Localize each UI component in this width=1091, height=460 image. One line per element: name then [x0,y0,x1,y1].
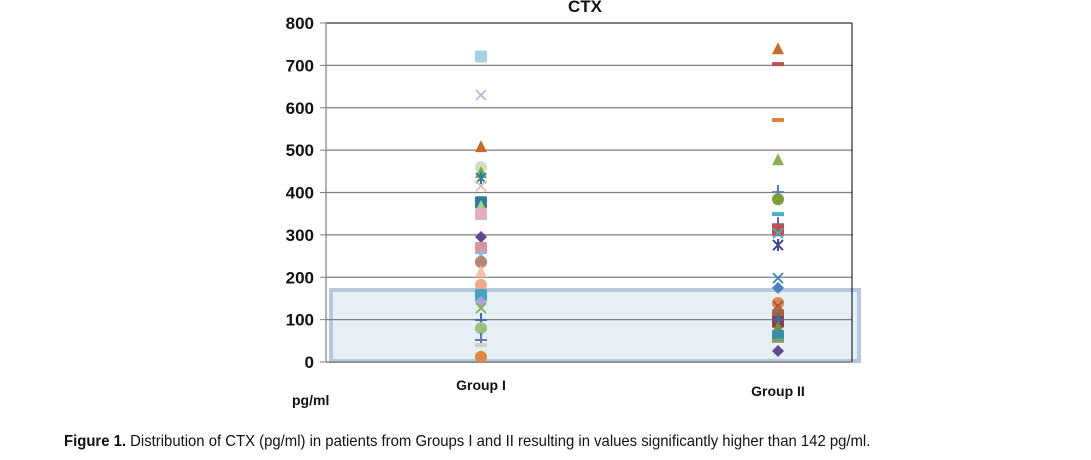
data-point-x [475,89,487,101]
data-point-diamond [772,344,784,357]
gridlines [326,64,852,321]
data-point-square [475,289,487,302]
data-point-circle [475,322,487,335]
reference-band-layer [329,287,861,363]
data-point-dash [475,343,487,348]
figure-caption-text: Distribution of CTX (pg/ml) in patients … [126,433,871,450]
data-point-circle [475,278,487,291]
data-point-diamond [475,230,487,243]
y-tick-label: 200 [286,268,314,287]
data-point-circle [475,350,487,363]
y-tick-label: 300 [286,226,314,245]
y-tick-label: 0 [305,353,314,372]
data-point-triangle [772,42,784,55]
y-tick-label: 700 [286,56,314,75]
data-point-square [475,208,487,221]
data-point-x [475,180,487,192]
ctx-scatter-chart: 0 100 200 300 400 500 600 700 800 Group I Group II… [286,0,861,408]
data-point-diamond [772,281,784,294]
data-point-triangle [475,265,487,278]
chart-title: CTX [568,0,603,16]
data-points [475,42,784,363]
y-tick-label: 500 [286,141,314,160]
y-axis-label: pg/ml [292,392,329,408]
data-point-circle [772,193,784,206]
data-point-dash [772,212,784,217]
y-tick-label: 100 [286,311,314,330]
data-point-x [772,272,784,284]
data-point-x [475,302,487,314]
y-tick-label: 800 [286,14,314,33]
data-point-square [475,50,487,63]
data-point-circle [475,255,487,268]
data-point-circle [772,297,784,310]
data-point-square [772,329,784,342]
data-point-x [772,227,784,239]
y-tick-label: 600 [286,99,314,118]
data-point-dash [772,62,784,67]
figure-caption: Figure 1. Distribution of CTX (pg/ml) in… [64,433,870,451]
data-point-dash [772,118,784,123]
x-category-label: Group I [456,377,506,393]
data-point-dash [772,338,784,343]
axes: 0 100 200 300 400 500 600 700 800 Group I Group II [286,14,853,399]
reference-band [329,287,861,363]
data-point-triangle [475,140,487,153]
data-point-square [772,224,784,237]
data-point-triangle [772,153,784,166]
x-category-label: Group II [751,383,805,399]
data-point-star [475,172,487,185]
figure-caption-label: Figure 1. [64,433,127,450]
data-point-star [772,239,784,252]
y-tick-label: 400 [286,184,314,203]
